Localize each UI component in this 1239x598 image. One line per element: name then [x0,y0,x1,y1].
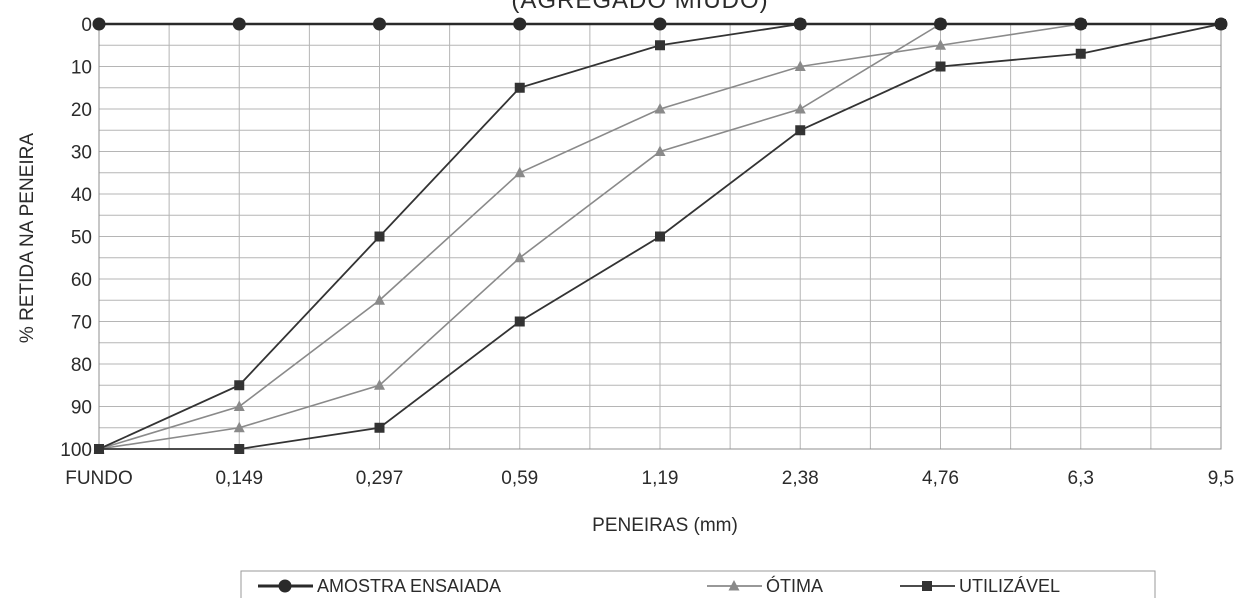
data-point [653,17,667,31]
data-point [935,39,946,50]
series-group [94,19,1226,454]
data-point [374,422,385,433]
data-point [374,379,385,390]
data-point [234,444,245,454]
x-tick-label: 0,59 [501,468,538,489]
legend-box [240,570,1156,598]
data-point [514,166,526,178]
chart-title: (AGREGADO MIÚDO) [511,0,768,14]
y-tick-label: 30 [71,143,92,164]
y-tick-label: 70 [71,313,92,334]
legend-label: AMOSTRA ENSAIADA [317,576,501,596]
y-axis-title: % RETIDA NA PENEIRA [17,133,38,343]
data-point [232,17,246,31]
x-tick-label: 4,76 [922,468,959,489]
data-point [92,17,106,31]
data-point [655,40,665,51]
legend-label: UTILIZÁVEL [959,576,1060,596]
data-point [514,251,526,263]
x-tick-label: 9,5 [1208,468,1234,489]
data-point [935,61,946,72]
data-point [654,145,666,156]
x-tick-label: 0,149 [215,468,263,489]
data-point [374,294,385,305]
y-tick-label: 40 [71,185,92,206]
data-point [1074,17,1088,31]
y-tick-label: 50 [71,228,92,249]
y-tick-label: 0 [81,15,92,36]
x-axis-title: PENEIRAS (mm) [592,515,738,536]
data-point [794,60,806,71]
y-tick-label: 10 [71,58,92,79]
y-tick-label: 20 [71,100,92,121]
data-point [233,421,245,433]
x-tick-label: 2,38 [782,468,819,489]
data-point [374,231,385,242]
y-tick-label: 60 [71,270,92,291]
x-tick-label: 1,19 [642,468,679,489]
x-tick-label: FUNDO [65,468,133,489]
legend-item: AMOSTRA ENSAIADA [258,576,501,596]
legend: AMOSTRA ENSAIADA ÓTIMA UTILIZÁVEL [240,570,1156,598]
data-point [1075,48,1086,59]
series-group [92,17,1228,31]
data-point [513,17,527,31]
series-layer [92,17,1228,454]
y-tick-labels: 0 10 20 30 40 50 60 70 80 90 100 [60,15,92,461]
data-point [373,17,386,31]
data-point [233,400,245,411]
legend-marker [922,581,932,591]
legend-label: ÓTIMA [766,575,823,596]
data-point [655,231,665,242]
data-point [934,17,947,31]
x-tick-label: 6,3 [1068,468,1094,489]
y-tick-label: 100 [60,440,92,461]
y-tick-label: 80 [71,355,92,376]
legend-item: ÓTIMA [707,575,823,596]
data-point [234,380,245,391]
data-point [1214,17,1228,31]
data-point [94,444,104,454]
x-tick-label: 0,297 [356,468,404,489]
legend-item: UTILIZÁVEL [900,576,1060,596]
x-tick-labels: FUNDO 0,149 0,297 0,59 1,19 2,38 4,76 6,3 9,5 [65,468,1234,489]
data-point [793,17,807,31]
data-point [795,125,806,136]
data-point [654,103,666,114]
legend-marker [728,580,740,591]
y-tick-label: 90 [71,398,92,419]
data-point [794,103,806,114]
legend-marker [278,579,292,593]
data-point [514,316,525,327]
data-point [514,82,525,93]
